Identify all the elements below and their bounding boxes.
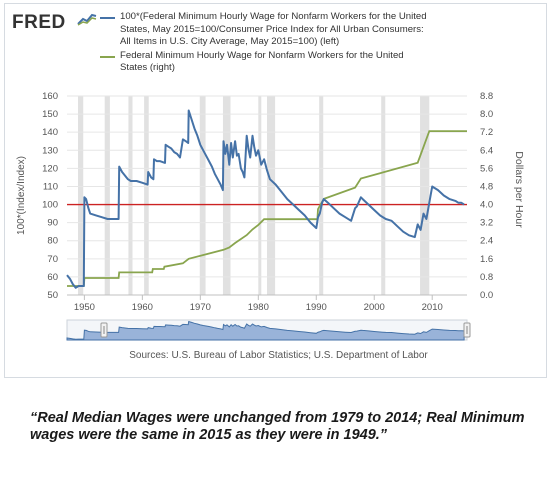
legend-item-index[interactable]: 100*(Federal Minimum Hourly Wage for Non… (100, 11, 430, 49)
y-left-tick-label: 50 (47, 290, 58, 301)
legend: 100*(Federal Minimum Hourly Wage for Non… (100, 11, 430, 76)
y-right-tick-label: 3.2 (480, 218, 493, 229)
legend-label-index: 100*(Federal Minimum Hourly Wage for Non… (120, 11, 427, 47)
series-line-minimum-wage[interactable] (67, 130, 467, 287)
y-left-tick-label: 80 (47, 236, 58, 247)
y-right-tick-label: 0.0 (480, 290, 493, 301)
y-right-tick-label: 5.6 (480, 163, 493, 174)
quote-text: “Real Median Wages were unchanged from 1… (30, 410, 525, 443)
chart-frame (4, 3, 547, 378)
x-tick-label: 1970 (190, 302, 211, 313)
y-left-tick-label: 120 (42, 163, 58, 174)
x-tick-label: 1990 (306, 302, 327, 313)
recession-band (381, 96, 386, 295)
y-left-tick-label: 70 (47, 254, 58, 265)
recession-band (128, 96, 133, 295)
y-left-tick-label: 140 (42, 127, 58, 138)
recession-band (267, 96, 276, 295)
y-right-tick-label: 6.4 (480, 145, 493, 156)
y-right-tick-label: 4.8 (480, 181, 493, 192)
recession-band (420, 96, 430, 295)
y-right-tick-label: 8.8 (480, 91, 493, 102)
y-left-tick-label: 160 (42, 91, 58, 102)
recession-band (144, 96, 149, 295)
y-right-tick-label: 4.0 (480, 200, 493, 211)
legend-item-wage[interactable]: Federal Minimum Hourly Wage for Nonfarm … (100, 50, 430, 75)
y-left-tick-label: 100 (42, 200, 58, 211)
chart: 50 60 70 80 90 100 110 120 130 140 150 160 0.0 0.8 1.6… (16, 91, 525, 341)
x-tick-label: 2000 (364, 302, 385, 313)
y-left-tick-label: 150 (42, 109, 58, 120)
legend-swatch-index (100, 17, 115, 19)
y-right-axis-label: Dollars per Hour (513, 151, 525, 228)
recession-band (78, 96, 84, 295)
recession-band (319, 96, 324, 295)
y-left-axis-label: 100*(Index/Index) (16, 156, 27, 235)
recession-band (222, 96, 231, 295)
logo-chart-icon (77, 13, 97, 26)
y-right-tick-label: 8.0 (480, 109, 493, 120)
x-tick-label: 1980 (248, 302, 269, 313)
x-tick-label: 2010 (422, 302, 443, 313)
recession-band (199, 96, 206, 295)
legend-swatch-wage (100, 55, 115, 58)
x-tick-label: 1960 (132, 302, 153, 313)
y-left-tick-label: 60 (47, 272, 58, 283)
y-right-tick-label: 2.4 (480, 236, 493, 247)
fred-logo: FRED (12, 12, 66, 33)
recession-band (258, 96, 262, 295)
y-right-tick-label: 0.8 (480, 272, 493, 283)
y-right-tick-label: 7.2 (480, 127, 493, 138)
x-tick-label: 1950 (74, 302, 95, 313)
y-left-tick-label: 110 (43, 181, 58, 192)
navigator-area (66, 320, 465, 341)
source-note: Sources: U.S. Bureau of Labor Statistics… (129, 350, 428, 361)
recession-band (104, 96, 110, 295)
series-line-real-wage-index[interactable] (66, 109, 465, 289)
legend-label-wage: Federal Minimum Hourly Wage for Nonfarm … (120, 49, 404, 74)
y-left-tick-label: 90 (47, 218, 58, 229)
y-right-tick-label: 1.6 (480, 254, 493, 265)
y-left-tick-label: 130 (42, 145, 58, 156)
